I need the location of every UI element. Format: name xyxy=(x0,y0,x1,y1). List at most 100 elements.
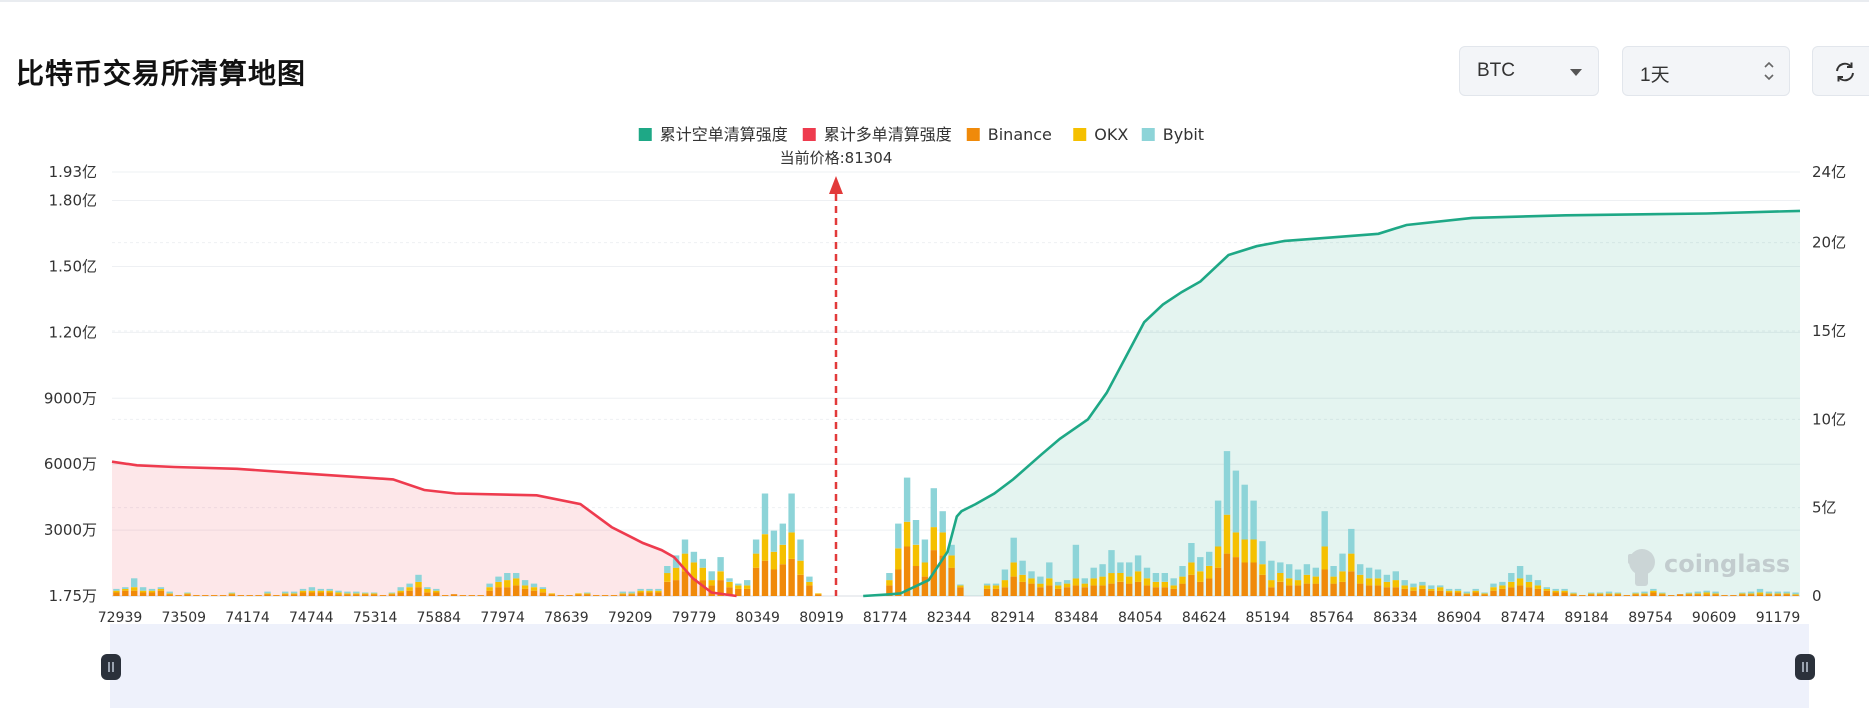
period-select[interactable]: 1天 xyxy=(1622,46,1790,96)
bar-okx xyxy=(1365,578,1373,586)
bar-okx xyxy=(655,590,662,593)
bar-binance xyxy=(1312,583,1319,596)
bar-binance xyxy=(593,595,600,596)
bar-bybit xyxy=(1419,581,1426,586)
bar-binance xyxy=(1508,587,1515,596)
up-down-icon xyxy=(1764,61,1774,81)
bar-okx xyxy=(939,532,946,556)
bar-okx xyxy=(282,593,289,595)
bar-bybit xyxy=(1099,564,1106,577)
bar-okx xyxy=(122,588,129,591)
bar-binance xyxy=(1019,581,1026,596)
bar-binance xyxy=(353,594,360,596)
x-axis-tick: 78639 xyxy=(544,610,589,625)
bar-binance xyxy=(744,588,751,596)
bar-bybit xyxy=(184,592,191,594)
bar-binance xyxy=(1570,594,1577,596)
left-axis-tick: 1.50亿 xyxy=(49,257,97,275)
bar-okx xyxy=(681,553,689,572)
right-axis-tick: 10亿 xyxy=(1812,410,1846,428)
bar-bybit xyxy=(1108,550,1115,574)
bar-bybit xyxy=(486,583,493,588)
bar-binance xyxy=(788,558,795,596)
bar-okx xyxy=(166,593,173,595)
bar-bybit xyxy=(1339,553,1346,572)
legend-swatch xyxy=(1073,128,1087,141)
bar-okx xyxy=(1055,585,1062,589)
bar-bybit xyxy=(1712,591,1719,594)
bar-bybit xyxy=(1268,560,1275,581)
bar-okx xyxy=(362,593,369,595)
bar-binance xyxy=(761,560,769,596)
bar-okx xyxy=(1241,539,1248,563)
bar-binance xyxy=(131,590,138,596)
bar-okx xyxy=(1401,585,1408,589)
bar-binance xyxy=(237,595,244,596)
x-axis-tick: 75314 xyxy=(353,610,398,625)
coin-select[interactable]: BTC xyxy=(1459,46,1599,96)
bar-bybit xyxy=(1081,578,1088,584)
slider-left-handle[interactable] xyxy=(101,654,121,680)
bar-okx xyxy=(548,593,555,595)
bar-bybit xyxy=(646,588,653,591)
bar-binance xyxy=(202,595,209,596)
bar-binance xyxy=(717,580,724,596)
bar-okx xyxy=(1001,580,1009,588)
bar-binance xyxy=(815,594,822,596)
bar-binance xyxy=(504,587,511,596)
bar-okx xyxy=(1152,581,1160,588)
bar-binance xyxy=(1028,583,1035,596)
bar-binance xyxy=(1490,590,1497,596)
bar-bybit xyxy=(353,591,360,594)
bar-binance xyxy=(1108,583,1115,596)
bar-bybit xyxy=(761,493,769,535)
bar-okx xyxy=(1126,576,1133,584)
bar-binance xyxy=(806,585,813,596)
bar-bybit xyxy=(903,477,911,522)
bar-okx xyxy=(672,567,680,581)
bar-binance xyxy=(148,592,156,596)
bar-bybit xyxy=(1063,580,1071,584)
bar-binance xyxy=(708,585,715,596)
zoom-range-slider[interactable] xyxy=(110,624,1809,708)
bar-bybit xyxy=(948,544,955,556)
x-axis-tick: 81774 xyxy=(863,610,908,625)
bar-binance xyxy=(1250,562,1257,596)
bar-bybit xyxy=(1161,573,1168,582)
bar-okx xyxy=(1117,573,1124,582)
bar-binance xyxy=(1259,574,1266,596)
bar-bybit xyxy=(406,583,413,588)
bar-binance xyxy=(1659,594,1666,596)
bar-binance xyxy=(681,571,689,596)
bar-okx xyxy=(1561,590,1568,593)
bar-bybit xyxy=(1197,557,1204,572)
bar-bybit xyxy=(1739,592,1746,594)
bar-bybit xyxy=(1588,592,1595,594)
x-axis-tick: 74744 xyxy=(289,610,334,625)
bar-binance xyxy=(1534,588,1542,596)
legend-label: OKX xyxy=(1094,125,1128,144)
bar-bybit xyxy=(1659,592,1666,594)
bar-bybit xyxy=(1286,564,1293,579)
bar-okx xyxy=(903,521,911,547)
bar-binance xyxy=(646,592,653,596)
left-axis-tick: 9000万 xyxy=(44,389,97,407)
refresh-button[interactable] xyxy=(1812,46,1869,96)
bar-okx xyxy=(1303,574,1311,584)
left-axis-tick: 1.20亿 xyxy=(49,323,97,341)
bar-bybit xyxy=(1321,511,1328,547)
bar-okx xyxy=(619,593,626,595)
bar-okx xyxy=(761,534,769,561)
slider-right-handle[interactable] xyxy=(1795,654,1815,680)
bar-binance xyxy=(397,592,404,596)
bar-binance xyxy=(1721,595,1728,596)
bar-binance xyxy=(1223,553,1231,596)
bar-binance xyxy=(1454,592,1462,596)
x-axis-tick: 84054 xyxy=(1118,610,1163,625)
bar-bybit xyxy=(886,573,893,581)
bar-binance xyxy=(1632,594,1639,596)
bar-bybit xyxy=(157,587,165,589)
bar-okx xyxy=(308,590,316,593)
bar-bybit xyxy=(166,591,173,594)
bar-okx xyxy=(1312,576,1319,584)
